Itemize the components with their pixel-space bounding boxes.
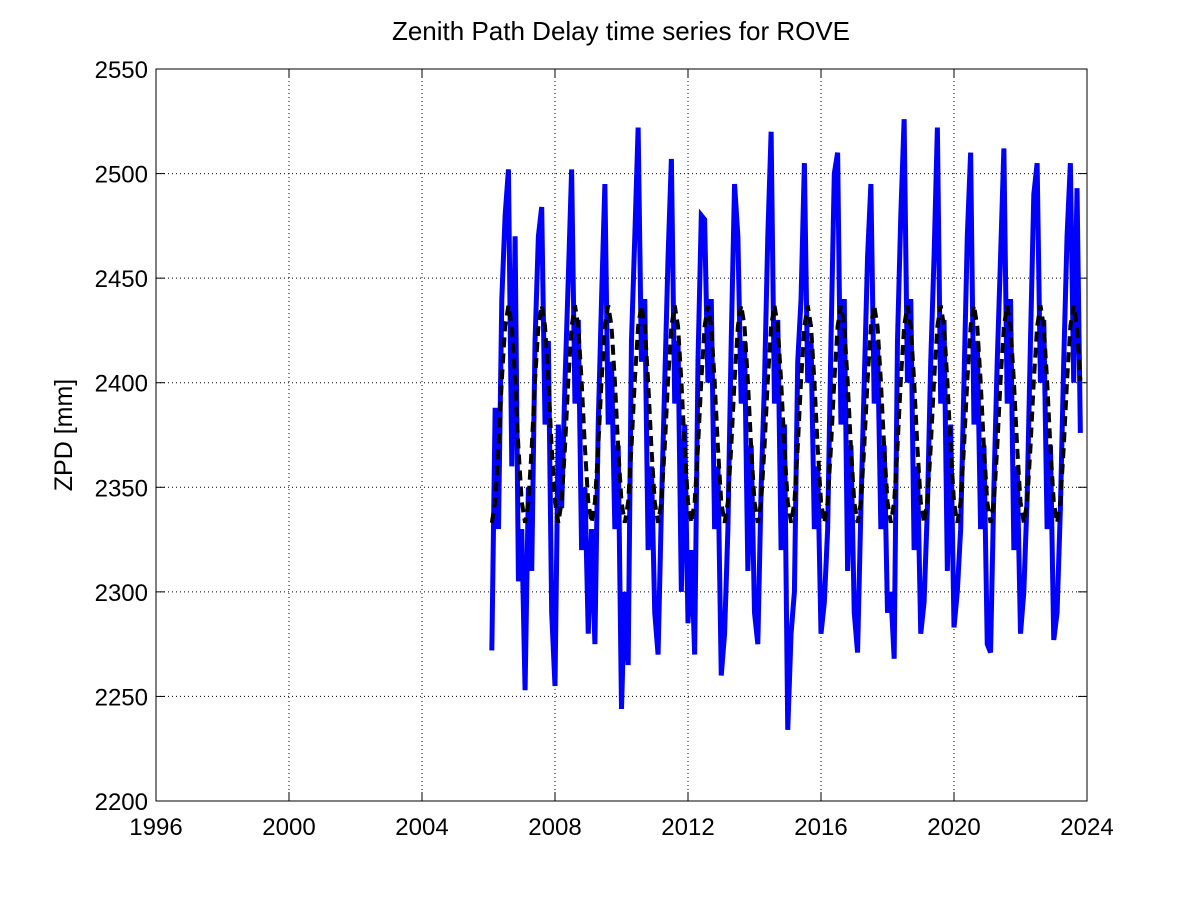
y-tick-label: 2250 xyxy=(95,684,148,711)
x-tick-label: 2024 xyxy=(1060,814,1113,841)
y-axis-label: ZPD [mm] xyxy=(50,379,78,492)
x-tick-label: 2012 xyxy=(661,814,714,841)
plot-frame xyxy=(155,68,1088,802)
x-tick-label: 1996 xyxy=(129,814,182,841)
x-tick-label: 2016 xyxy=(794,814,847,841)
y-tick-label: 2450 xyxy=(95,266,148,293)
x-tick-label: 2000 xyxy=(262,814,315,841)
y-tick-label: 2500 xyxy=(95,162,148,189)
x-tick-label: 2020 xyxy=(927,814,980,841)
y-tick-label: 2200 xyxy=(95,789,148,816)
y-tick-label: 2350 xyxy=(95,475,148,502)
x-tick-label: 2004 xyxy=(395,814,448,841)
x-tick-label: 2008 xyxy=(528,814,581,841)
series-line xyxy=(489,119,1083,730)
chart-title: Zenith Path Delay time series for ROVE xyxy=(392,16,850,46)
y-tick-label: 2550 xyxy=(95,57,148,84)
y-tick-label: 2400 xyxy=(95,371,148,398)
series-line xyxy=(489,305,1083,524)
y-tick-label: 2300 xyxy=(95,580,148,607)
